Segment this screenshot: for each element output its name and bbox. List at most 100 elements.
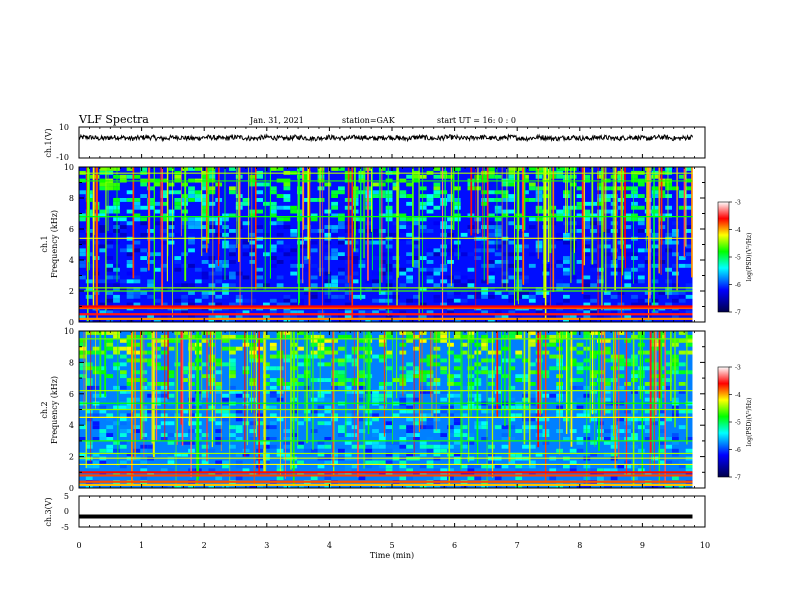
ch1-spectrogram-cell bbox=[201, 198, 209, 202]
ch2-spectrogram-cell bbox=[181, 452, 188, 457]
ch1-spectrogram-cell bbox=[140, 221, 148, 226]
ch1-spectrogram-cell bbox=[440, 190, 448, 195]
ch1-spectrogram-cell bbox=[433, 287, 441, 291]
ch2-spectrogram-cell bbox=[522, 417, 529, 422]
ch1-spectrogram-cell bbox=[522, 232, 529, 237]
ch1-spectrogram-cell bbox=[242, 275, 250, 280]
ch2-spectrogram-cell bbox=[433, 389, 441, 394]
ch2-spectrogram-cell bbox=[378, 433, 386, 437]
ch1-spectrogram-cell bbox=[201, 229, 209, 233]
ch2-spectrogram-cell bbox=[106, 444, 114, 449]
ch2-spectrogram-cell bbox=[85, 382, 93, 386]
ch1-spectrogram-cell bbox=[208, 314, 216, 319]
ch1-spectrogram-cell bbox=[590, 201, 597, 206]
ch2-spectrogram-cell bbox=[317, 354, 325, 359]
ch1-spectrogram-cell bbox=[194, 198, 202, 202]
ch2-spectrogram-cell bbox=[92, 350, 100, 355]
ch2-spectrogram-cell bbox=[167, 370, 175, 375]
ch2-spectrogram-cell bbox=[624, 429, 632, 433]
ch2-spectrogram-cell bbox=[637, 421, 645, 426]
ch1-spectrogram-cell bbox=[310, 229, 318, 233]
ch1-spectrogram-cell bbox=[583, 240, 591, 245]
ch2-spectrogram-cell bbox=[447, 452, 454, 457]
ch2-spectrogram-cell bbox=[385, 468, 393, 473]
ch1-spectrogram-cell bbox=[488, 198, 495, 202]
ch2-spectrogram-cell bbox=[126, 334, 134, 339]
ch1-spectrogram-cell bbox=[256, 267, 263, 272]
ch2-spectrogram-cell bbox=[597, 350, 604, 355]
ch1-spectrogram-cell bbox=[556, 213, 563, 218]
ch1-spectrogram-cell bbox=[569, 314, 577, 319]
ch1-spectrogram-cell bbox=[453, 244, 461, 249]
ch1-spectrogram-cell bbox=[324, 209, 332, 214]
ch1-spectrogram-cell bbox=[188, 186, 195, 191]
ch2-spectrogram-cell bbox=[426, 382, 434, 386]
ch2-spectrogram-cell bbox=[535, 393, 543, 398]
ch1-spectrogram-cell bbox=[351, 294, 359, 299]
ch1-spectrogram-cell bbox=[597, 244, 604, 249]
ch2-spectrogram-cell bbox=[269, 405, 277, 410]
ch1-spectrogram-cell bbox=[126, 291, 134, 295]
ch2-spectrogram-cell bbox=[481, 484, 488, 488]
ch2-spectrogram-cell bbox=[399, 476, 407, 481]
ch1-spectrogram-cell bbox=[453, 298, 461, 303]
ch1-spectrogram-cell bbox=[508, 291, 516, 295]
ch1-spectrogram-cell bbox=[297, 186, 304, 191]
ch1-spectrogram-cell bbox=[201, 182, 209, 187]
ch2-spectrogram-cell bbox=[501, 437, 509, 441]
ch2-spectrogram-cell bbox=[590, 417, 597, 422]
ch1-spectrogram-cell bbox=[133, 291, 141, 295]
ch1-spectrogram-cell bbox=[310, 263, 318, 268]
ch2-spectrogram-cell bbox=[324, 452, 332, 457]
ch2-spectrogram-cell bbox=[535, 334, 543, 339]
ch1-spectrogram-cell bbox=[637, 229, 645, 233]
ch1-spectrogram-cell bbox=[99, 318, 107, 322]
ch1-spectrogram-cell bbox=[201, 205, 209, 210]
ch2-spectrogram-cell bbox=[460, 464, 468, 469]
ch1-spectrogram-cell bbox=[685, 229, 693, 233]
ch1-spectrogram-cell bbox=[501, 194, 509, 198]
ch2-spectrogram-cell bbox=[358, 405, 366, 410]
ch1-spectrogram-cell bbox=[665, 182, 672, 187]
ch1-spectrogram-cell bbox=[488, 240, 495, 245]
ch2-spectrogram-cell bbox=[310, 342, 318, 347]
ch1-spectrogram-cell bbox=[269, 205, 277, 210]
ch1-spectrogram-cell bbox=[160, 190, 168, 195]
ch2-spectrogram-cell bbox=[229, 444, 236, 449]
ch2-spectrogram-cell bbox=[610, 358, 618, 363]
ch1-spectrogram-cell bbox=[167, 240, 175, 245]
ch1-spectrogram-cell bbox=[324, 318, 332, 322]
ch1-spectrogram-cell bbox=[229, 302, 236, 307]
ch2-spectrogram-cell bbox=[522, 429, 529, 433]
ch2-spectrogram-cell bbox=[119, 385, 127, 390]
ch2-spectrogram-cell bbox=[522, 425, 529, 430]
ch2-spectrogram-cell bbox=[365, 452, 373, 457]
ch2-spectrogram-cell bbox=[624, 472, 632, 477]
ch1-spectrogram-cell bbox=[113, 209, 120, 214]
ch1-spectrogram-cell bbox=[276, 194, 284, 198]
ch1-spectrogram-cell bbox=[494, 291, 502, 295]
ch1-spectrogram-cell bbox=[658, 260, 666, 264]
ch1-spectrogram-cell bbox=[631, 267, 638, 272]
ch2-spectrogram-cell bbox=[358, 385, 366, 390]
ch1-spectrogram-cell bbox=[494, 174, 502, 179]
ch1-spectrogram-cell bbox=[447, 298, 454, 303]
ch1-spectrogram-cell bbox=[113, 201, 120, 206]
ch2-spectrogram-cell bbox=[351, 382, 359, 386]
ch2-spectrogram-cell bbox=[637, 417, 645, 422]
ch1-spectrogram-cell bbox=[229, 260, 236, 264]
ch2-spectrogram-cell bbox=[338, 358, 345, 363]
ch2-spectrogram-cell bbox=[406, 429, 413, 433]
ch1-spectrogram-cell bbox=[283, 310, 291, 315]
ch1-spectrogram-cell bbox=[528, 287, 536, 291]
ch2-spectrogram-cell bbox=[269, 346, 277, 351]
time-xtick-label: 8 bbox=[577, 541, 582, 550]
ch2-spectrogram-cell bbox=[310, 448, 318, 453]
ch1-spectrogram-cell bbox=[167, 287, 175, 291]
ch2-spectrogram-cell bbox=[481, 437, 488, 441]
ch1-spectrogram-cell bbox=[140, 205, 148, 210]
ch2-spectrogram-cell bbox=[460, 484, 468, 488]
ch1-spectrogram-cell bbox=[447, 244, 454, 249]
ch1-spectrogram-cell bbox=[583, 213, 591, 218]
ch1-spectrogram-cell bbox=[453, 252, 461, 257]
